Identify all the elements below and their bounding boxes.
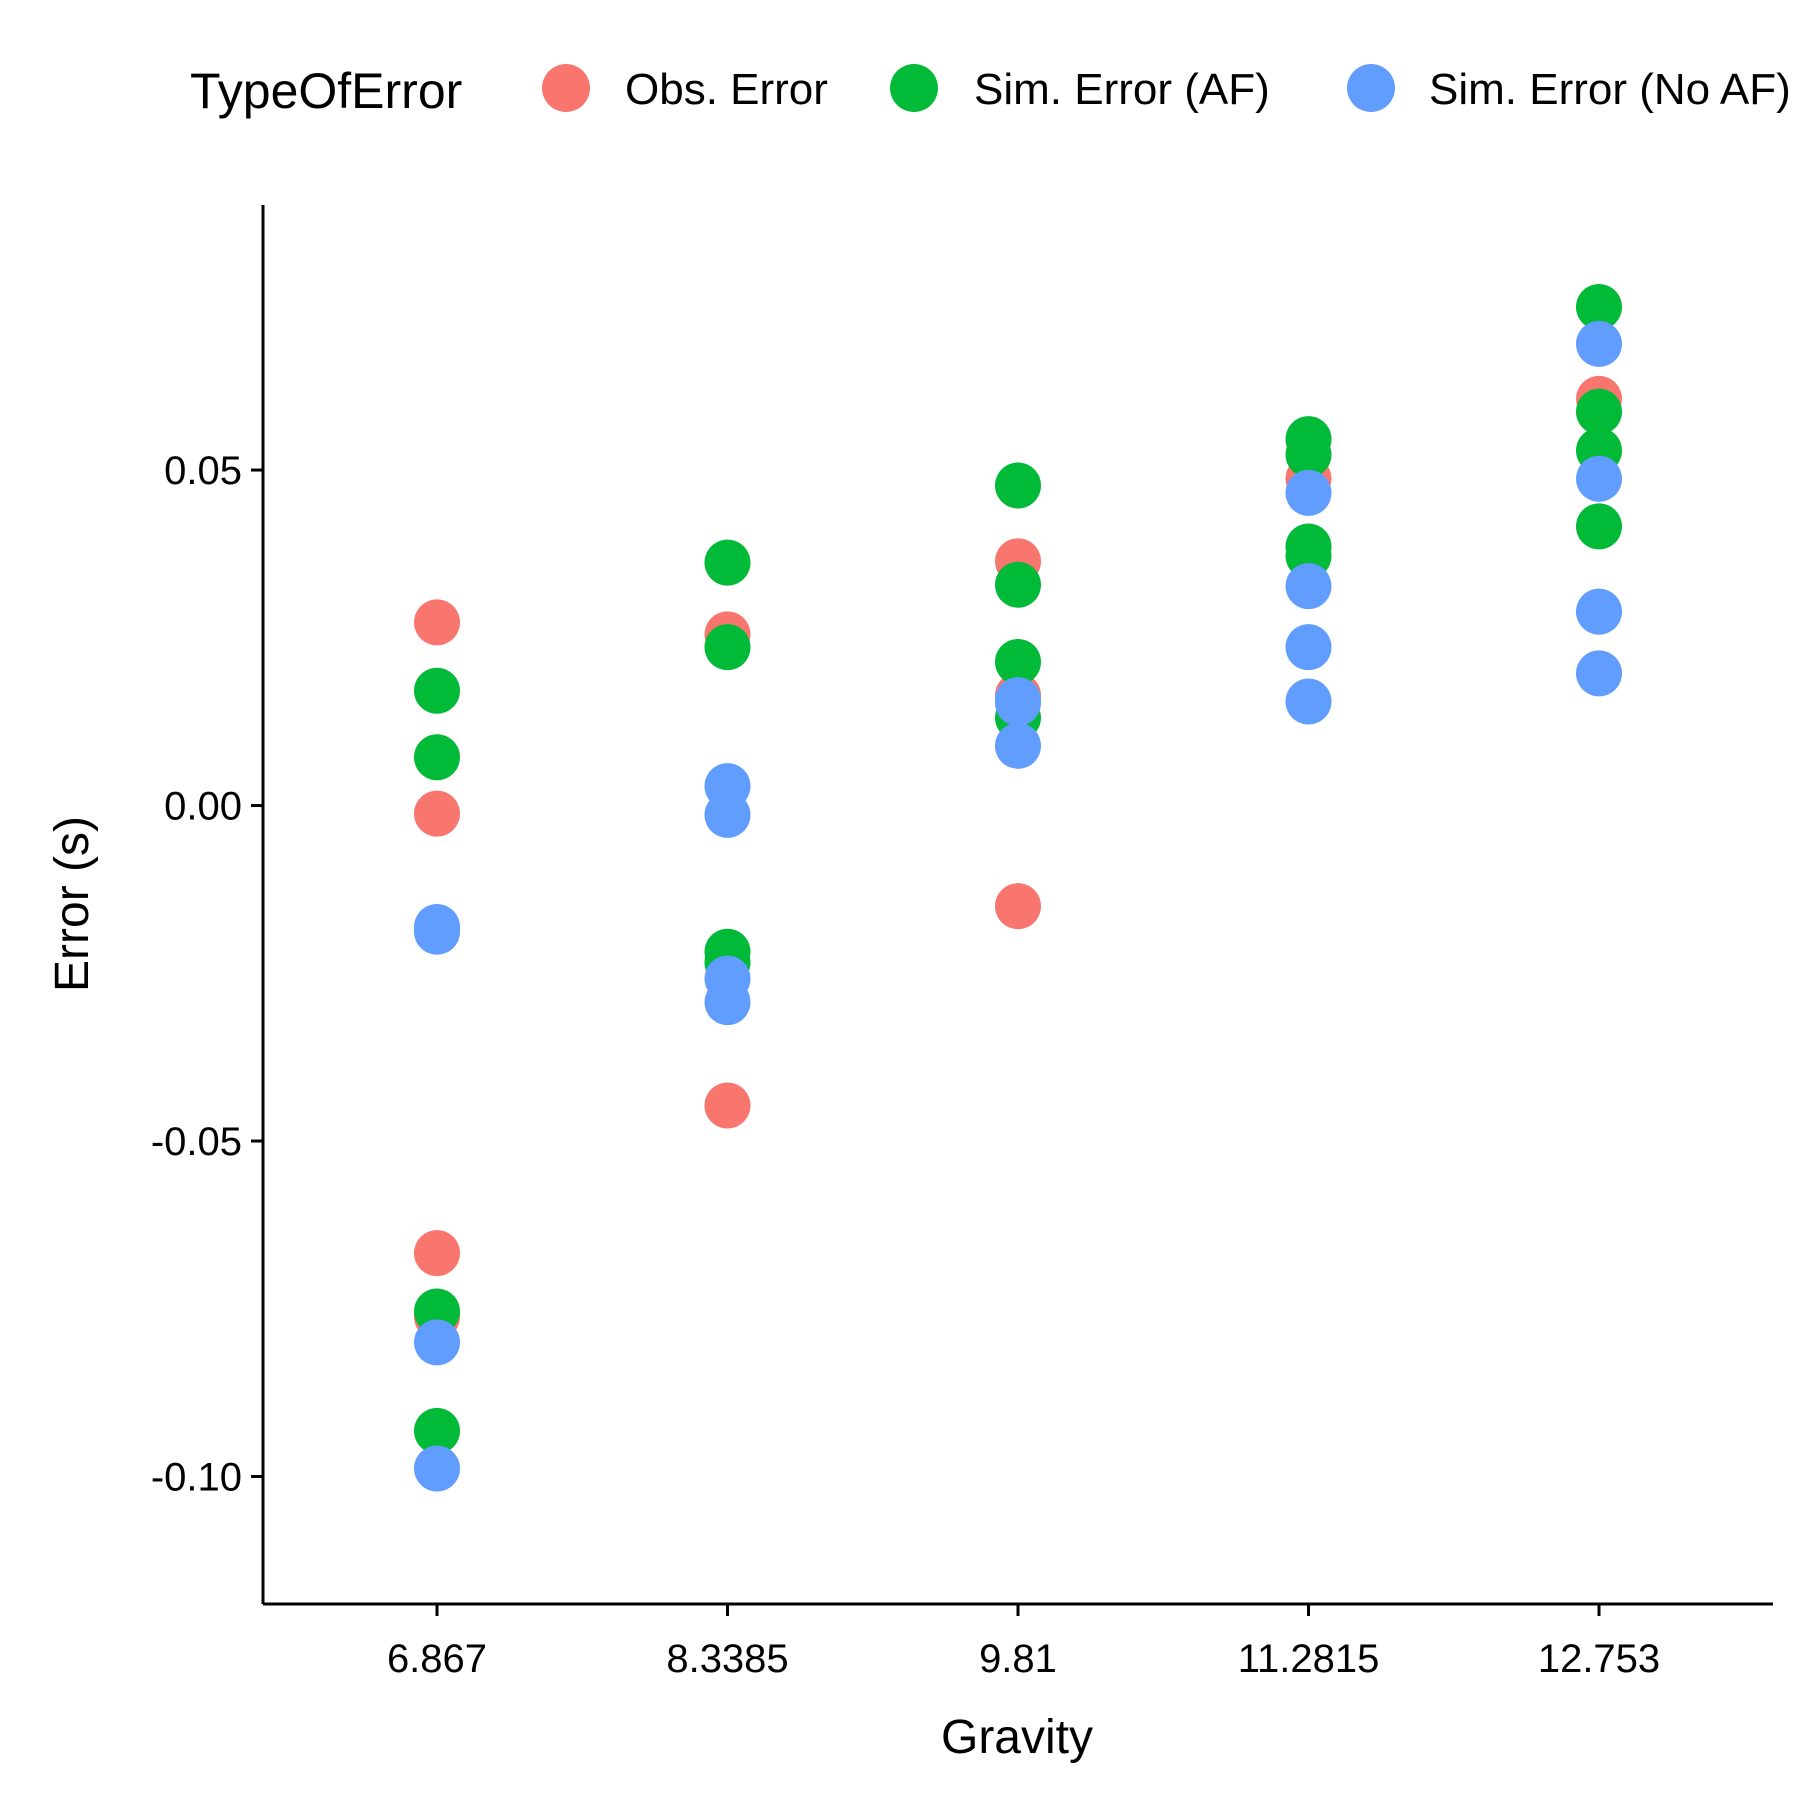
data-point <box>414 908 460 955</box>
data-point <box>1576 388 1622 435</box>
data-point <box>704 624 751 671</box>
data-point <box>1576 650 1622 697</box>
legend-key-icon <box>542 64 590 112</box>
series-points <box>414 283 1622 1454</box>
series-points <box>414 320 1622 1492</box>
data-point <box>1576 283 1622 330</box>
data-point <box>1576 588 1622 635</box>
data-point <box>995 722 1041 769</box>
data-points <box>414 283 1622 1492</box>
legend-key-icon <box>1347 64 1395 112</box>
data-point <box>1576 320 1622 367</box>
x-axis-ticks: 6.867 8.3385 9.81 11.2815 12.753 <box>387 1604 1660 1681</box>
data-point <box>414 667 460 714</box>
plot-area: 0.05 0.00 -0.05 -0.10 6.867 8.3385 9.81 11.281… <box>151 205 1773 1681</box>
data-point <box>414 1319 460 1366</box>
x-tick-label: 11.2815 <box>1238 1637 1380 1681</box>
x-axis-title: Gravity <box>941 1711 1093 1764</box>
data-point <box>704 979 751 1026</box>
y-tick-label: -0.05 <box>151 1120 242 1164</box>
data-point <box>1285 624 1332 671</box>
x-tick-label: 8.3385 <box>666 1637 788 1681</box>
data-point <box>995 883 1041 930</box>
data-point <box>1285 678 1332 725</box>
data-point <box>414 790 460 837</box>
data-point <box>704 791 751 838</box>
data-point <box>1285 563 1332 610</box>
data-point <box>414 734 460 781</box>
y-axis-ticks: 0.05 0.00 -0.05 -0.10 <box>151 449 263 1500</box>
x-tick-label: 6.867 <box>387 1637 487 1681</box>
data-point <box>704 539 751 586</box>
legend-key-icon <box>890 64 938 112</box>
data-point <box>704 1082 751 1129</box>
y-tick-label: -0.10 <box>151 1456 242 1500</box>
data-point <box>414 599 460 646</box>
data-point <box>1285 431 1332 478</box>
y-tick-label: 0.05 <box>164 449 242 493</box>
data-point <box>995 679 1041 726</box>
legend: TypeOfError Obs. Error Sim. Error (AF) Sim… <box>190 63 1791 119</box>
legend-label: Sim. Error (No AF) <box>1429 65 1791 114</box>
data-point <box>1576 455 1622 502</box>
data-point <box>414 1407 460 1454</box>
legend-title: TypeOfError <box>190 63 462 119</box>
x-tick-label: 12.753 <box>1538 1637 1660 1681</box>
data-point <box>995 561 1041 608</box>
y-tick-label: 0.00 <box>164 785 242 829</box>
data-point <box>414 1230 460 1277</box>
y-axis-title: Error (s) <box>46 816 99 992</box>
data-point <box>995 638 1041 685</box>
legend-label: Sim. Error (AF) <box>974 65 1270 114</box>
data-point <box>995 462 1041 509</box>
data-point <box>1576 503 1622 550</box>
series-points <box>414 375 1622 1340</box>
legend-label: Obs. Error <box>625 65 828 114</box>
data-point <box>1285 469 1332 516</box>
data-point <box>414 1445 460 1492</box>
x-tick-label: 9.81 <box>979 1637 1057 1681</box>
